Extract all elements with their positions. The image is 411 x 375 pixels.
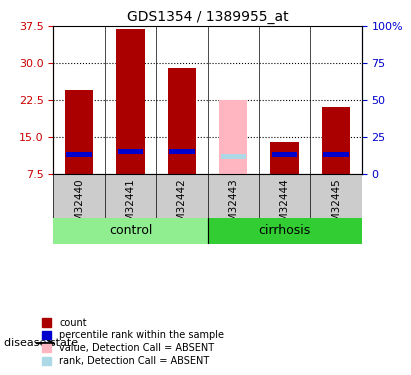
Bar [208, 218, 362, 244]
Bar [221, 154, 246, 159]
Bar [67, 152, 92, 156]
Text: GSM32445: GSM32445 [331, 178, 341, 235]
Bar [323, 152, 349, 156]
Bar [322, 107, 350, 174]
Bar [169, 149, 194, 154]
Text: control: control [109, 224, 152, 237]
Bar [272, 152, 297, 156]
Text: GSM32441: GSM32441 [125, 178, 136, 235]
Bar [219, 100, 247, 174]
Title: GDS1354 / 1389955_at: GDS1354 / 1389955_at [127, 10, 289, 24]
Bar [270, 142, 299, 174]
Bar [168, 68, 196, 174]
Bar [116, 29, 145, 174]
Text: GSM32440: GSM32440 [74, 178, 84, 235]
Bar [118, 149, 143, 154]
Legend: count, percentile rank within the sample, value, Detection Call = ABSENT, rank, : count, percentile rank within the sample… [38, 314, 228, 370]
Text: GSM32442: GSM32442 [177, 178, 187, 235]
Bar [65, 90, 93, 174]
Text: GSM32444: GSM32444 [279, 178, 290, 235]
Text: cirrhosis: cirrhosis [259, 224, 311, 237]
Text: disease state: disease state [4, 338, 78, 348]
Bar [53, 218, 208, 244]
Text: GSM32443: GSM32443 [228, 178, 238, 235]
